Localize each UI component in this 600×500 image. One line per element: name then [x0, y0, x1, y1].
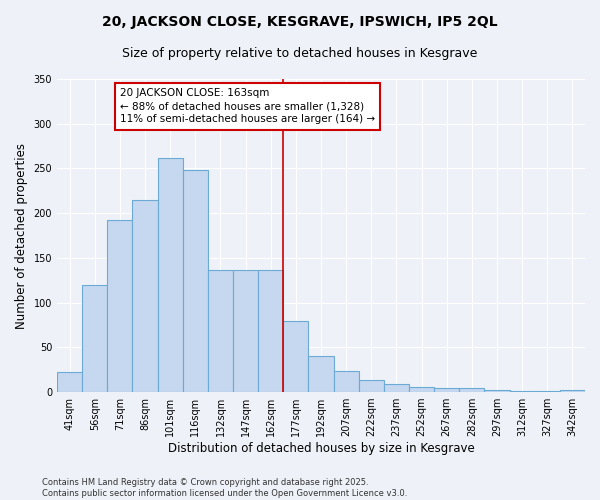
Bar: [434, 388, 459, 392]
Bar: [409, 386, 434, 392]
Bar: [484, 390, 509, 392]
Bar: [459, 388, 484, 392]
Bar: [359, 380, 384, 392]
Text: Contains HM Land Registry data © Crown copyright and database right 2025.
Contai: Contains HM Land Registry data © Crown c…: [42, 478, 407, 498]
Bar: [560, 390, 585, 392]
Text: 20, JACKSON CLOSE, KESGRAVE, IPSWICH, IP5 2QL: 20, JACKSON CLOSE, KESGRAVE, IPSWICH, IP…: [102, 15, 498, 29]
Bar: [258, 270, 283, 392]
Bar: [107, 220, 133, 392]
Bar: [384, 384, 409, 392]
Bar: [283, 320, 308, 392]
Bar: [334, 370, 359, 392]
Bar: [233, 270, 258, 392]
Bar: [183, 170, 208, 392]
Text: 20 JACKSON CLOSE: 163sqm
← 88% of detached houses are smaller (1,328)
11% of sem: 20 JACKSON CLOSE: 163sqm ← 88% of detach…: [120, 88, 375, 124]
Y-axis label: Number of detached properties: Number of detached properties: [15, 142, 28, 328]
Bar: [158, 158, 183, 392]
Bar: [82, 284, 107, 392]
Bar: [133, 200, 158, 392]
Bar: [308, 356, 334, 392]
X-axis label: Distribution of detached houses by size in Kesgrave: Distribution of detached houses by size …: [167, 442, 475, 455]
Bar: [509, 391, 535, 392]
Bar: [208, 270, 233, 392]
Bar: [535, 391, 560, 392]
Bar: [57, 372, 82, 392]
Text: Size of property relative to detached houses in Kesgrave: Size of property relative to detached ho…: [122, 48, 478, 60]
